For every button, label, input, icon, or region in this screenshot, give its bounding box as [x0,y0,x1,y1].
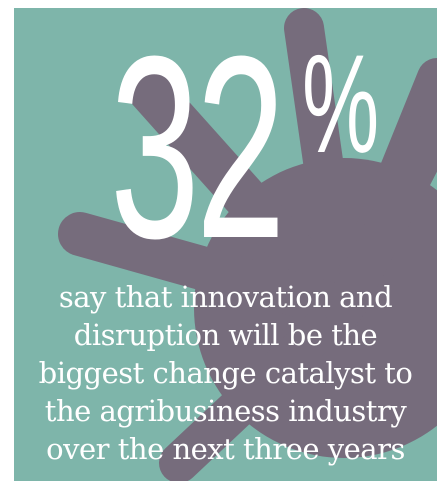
stat-caption: say that innovation and disruption will … [14,278,437,468]
caption-line: the agribusiness industry [44,394,407,428]
burst-ray [159,288,364,481]
burst-graphic [14,8,437,481]
headline-stat: 32 % [110,8,426,293]
burst-ray [127,68,366,330]
burst-ray [58,212,366,330]
burst-ray [324,108,437,328]
burst-ray [284,8,364,328]
infographic-card: 32 % say that innovation and disruption … [14,8,437,481]
stat-percent-sign: % [302,25,380,182]
caption-line: over the next three years [46,432,405,466]
caption-line: say that innovation and [58,280,393,314]
stat-number: 32 [110,8,286,293]
caption-line: biggest change catalyst to [38,356,413,390]
caption-line: disruption will be the [73,318,378,352]
